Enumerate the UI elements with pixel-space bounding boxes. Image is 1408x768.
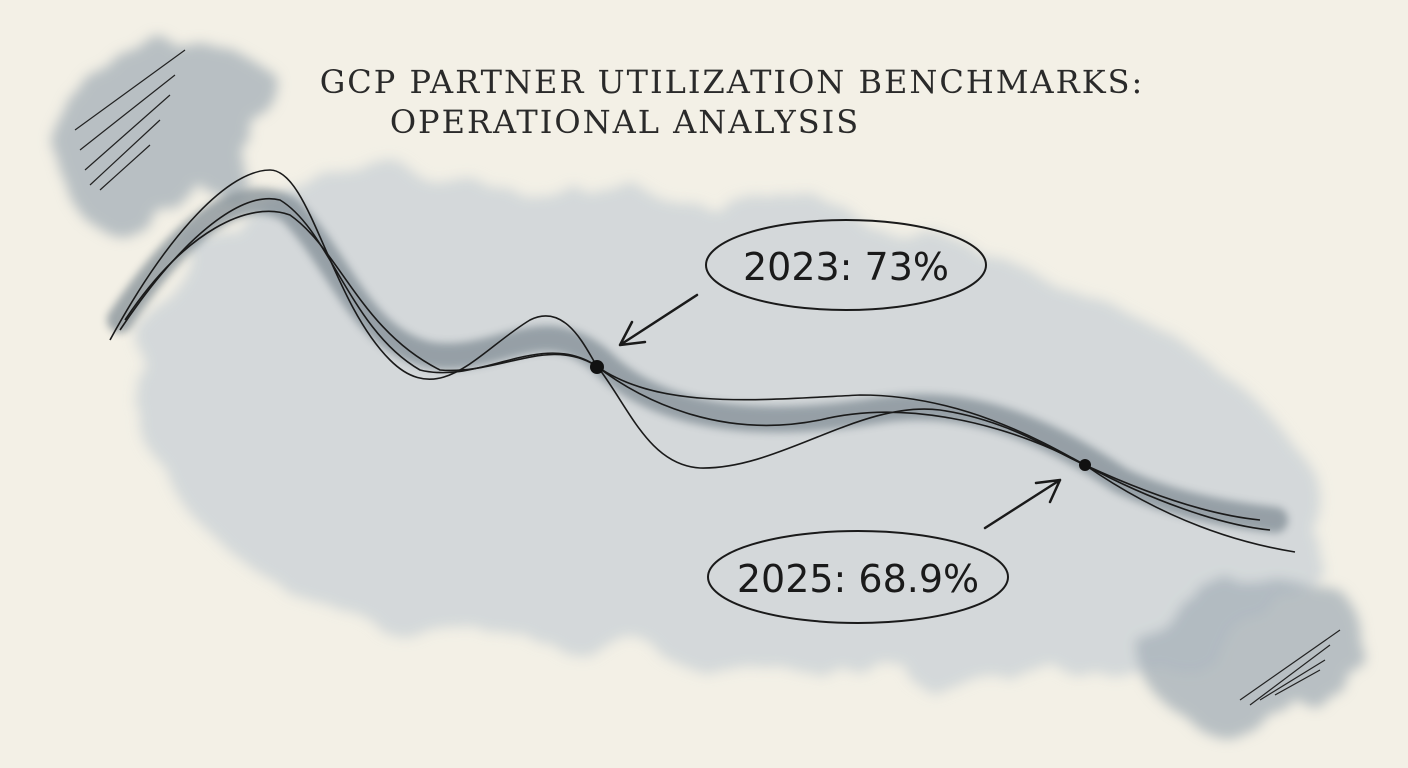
title-line-1: GCP PARTNER UTILIZATION BENCHMARKS: bbox=[320, 63, 1145, 101]
annotation-2023: 2023: 73% bbox=[743, 245, 949, 289]
hatches bbox=[74, 49, 1341, 706]
point-2025 bbox=[1079, 459, 1091, 471]
point-2023 bbox=[590, 360, 604, 374]
annotation-2025: 2025: 68.9% bbox=[737, 557, 979, 601]
title-line-2: OPERATIONAL ANALYSIS bbox=[390, 103, 860, 141]
arrows bbox=[618, 293, 1062, 530]
brush-stroke bbox=[107, 188, 1288, 533]
callouts bbox=[705, 219, 1009, 624]
